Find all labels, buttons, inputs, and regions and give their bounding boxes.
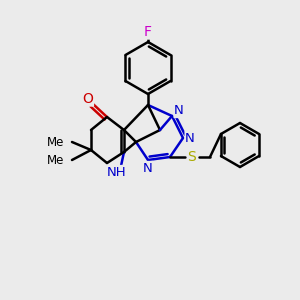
- Text: F: F: [144, 25, 152, 39]
- Text: N: N: [174, 104, 184, 118]
- Text: S: S: [188, 150, 196, 164]
- Text: NH: NH: [107, 166, 127, 178]
- Text: N: N: [185, 131, 195, 145]
- Text: N: N: [143, 161, 153, 175]
- Text: O: O: [82, 92, 93, 106]
- Text: Me: Me: [46, 136, 64, 148]
- Text: Me: Me: [46, 154, 64, 166]
